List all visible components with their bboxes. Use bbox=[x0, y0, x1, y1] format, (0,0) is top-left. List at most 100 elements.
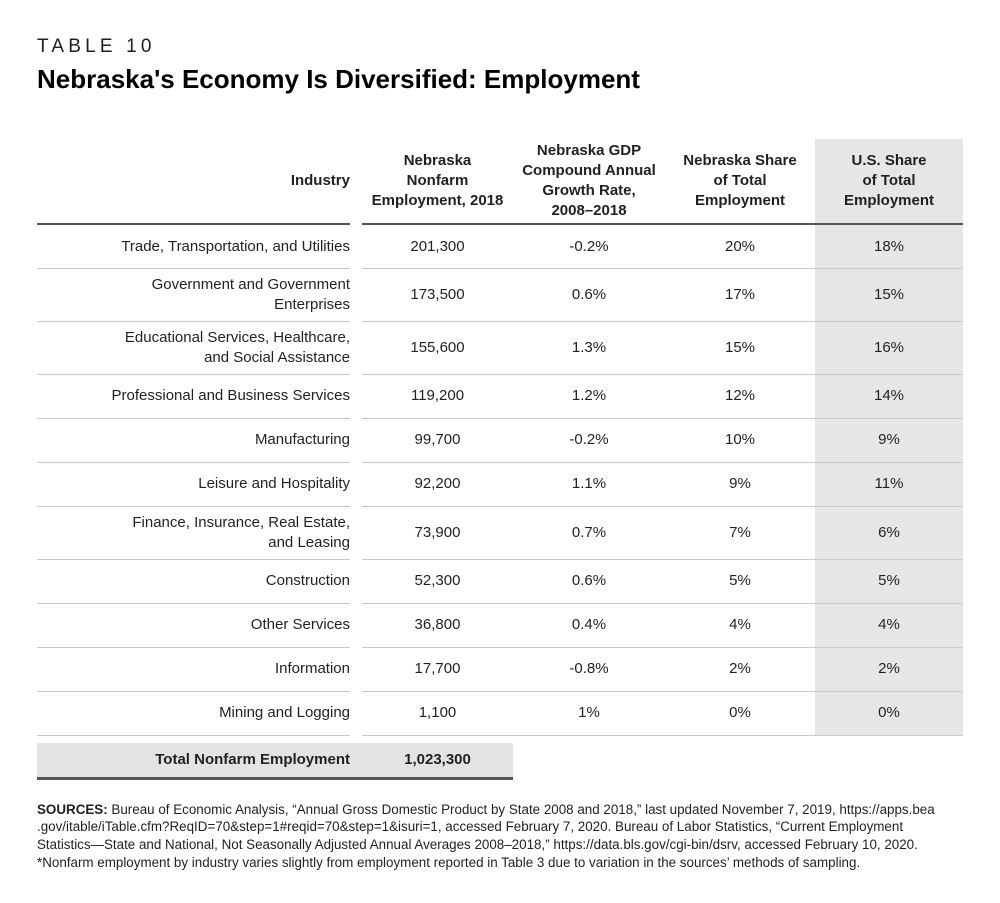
header-cell-industry: Industry bbox=[37, 139, 350, 225]
text-line: Other Services bbox=[250, 616, 350, 634]
employment-cell: 201,300 bbox=[362, 225, 513, 268]
table-row: Trade, Transportation, and Utilities 201,… bbox=[37, 224, 963, 269]
text-line: Leisure and Hospitality bbox=[198, 475, 350, 493]
sources-footnote: SOURCES: Bureau of Economic Analysis, “A… bbox=[37, 801, 973, 872]
text-line: Nonfarm bbox=[406, 172, 469, 190]
employment-cell: 155,600 bbox=[362, 322, 513, 374]
us-share-cell: 16% bbox=[815, 321, 963, 374]
column-gap bbox=[350, 648, 362, 692]
column-gap bbox=[350, 225, 362, 269]
text-line: 7% bbox=[729, 523, 751, 541]
text-line: 15% bbox=[873, 285, 905, 303]
header-data-segment: Nebraska Nonfarm Employment, 2018 Nebraska… bbox=[362, 138, 963, 225]
text-line: Trade, Transportation, and Utilities bbox=[121, 237, 350, 255]
text-line: 201,300 bbox=[410, 237, 465, 255]
text-line: of Total bbox=[862, 172, 916, 190]
row-data-segment: 99,700 -0.2% 10% 9% bbox=[362, 418, 963, 463]
text-line: 2% bbox=[729, 660, 751, 678]
row-data-segment: 92,200 1.1% 9% 11% bbox=[362, 462, 963, 507]
text-line: 15% bbox=[724, 338, 756, 356]
text-line: 99,700 bbox=[414, 431, 461, 449]
ne-share-cell: 20% bbox=[665, 225, 815, 268]
text-line: 17,700 bbox=[414, 660, 461, 678]
text-line: Industry bbox=[290, 172, 350, 190]
table-row: Government and Government Enterprises 173,… bbox=[37, 268, 963, 322]
text-line: 0% bbox=[878, 704, 900, 722]
text-line: Enterprises bbox=[274, 295, 350, 313]
row-data-segment: 119,200 1.2% 12% 14% bbox=[362, 374, 963, 419]
text-line: Manufacturing bbox=[254, 431, 350, 449]
total-value: 1,023,300 bbox=[404, 750, 471, 768]
employment-cell: 119,200 bbox=[362, 375, 513, 418]
row-data-segment: 173,500 0.6% 17% 15% bbox=[362, 268, 963, 322]
header-cell-ne-share: Nebraska Share of Total Employment bbox=[665, 139, 815, 223]
total-row: Total Nonfarm Employment 1,023,300 bbox=[37, 742, 963, 780]
text-line: of Total bbox=[713, 172, 767, 190]
text-line: 4% bbox=[729, 616, 751, 634]
column-gap bbox=[350, 269, 362, 322]
row-data-segment: 155,600 1.3% 15% 16% bbox=[362, 321, 963, 375]
text-line: 52,300 bbox=[414, 572, 461, 590]
ne-share-cell: 10% bbox=[665, 419, 815, 462]
ne-share-cell: 4% bbox=[665, 604, 815, 647]
text-line: 173,500 bbox=[410, 285, 465, 303]
text-line: 0.6% bbox=[571, 572, 607, 590]
growth-rate-cell: 0.6% bbox=[513, 560, 665, 603]
text-line: 73,900 bbox=[414, 523, 461, 541]
text-line: Employment, 2018 bbox=[371, 191, 504, 209]
industry-cell: Educational Services, Healthcare, and Soc… bbox=[37, 322, 350, 375]
text-line: 5% bbox=[729, 572, 751, 590]
row-data-segment: 36,800 0.4% 4% 4% bbox=[362, 603, 963, 648]
ne-share-cell: 12% bbox=[665, 375, 815, 418]
text-line: Nebraska Share bbox=[683, 152, 797, 170]
text-line: Professional and Business Services bbox=[111, 387, 350, 405]
text-line: 155,600 bbox=[410, 338, 465, 356]
header-cell-us-share: U.S. Share of Total Employment bbox=[815, 138, 963, 223]
table-row: Finance, Insurance, Real Estate, and Leas… bbox=[37, 506, 963, 560]
growth-rate-cell: 1% bbox=[513, 692, 665, 735]
text-line: Nebraska GDP bbox=[536, 142, 642, 160]
text-line: 0.4% bbox=[571, 616, 607, 634]
text-line: Employment bbox=[843, 191, 934, 209]
employment-cell: 99,700 bbox=[362, 419, 513, 462]
us-share-cell: 5% bbox=[815, 559, 963, 603]
industry-cell: Other Services bbox=[37, 604, 350, 648]
text-line: 18% bbox=[873, 237, 905, 255]
table-number-label: TABLE 10 bbox=[37, 36, 156, 57]
text-line: Government and Government bbox=[151, 275, 350, 293]
growth-rate-cell: -0.2% bbox=[513, 225, 665, 268]
employment-table: Industry Nebraska Nonfarm Employment, 2018… bbox=[37, 138, 963, 780]
table-header-row: Industry Nebraska Nonfarm Employment, 2018… bbox=[37, 138, 963, 225]
header-cell-nonfarm-employment: Nebraska Nonfarm Employment, 2018 bbox=[362, 139, 513, 223]
employment-cell: 73,900 bbox=[362, 507, 513, 559]
column-gap bbox=[350, 604, 362, 648]
row-data-segment: 201,300 -0.2% 20% 18% bbox=[362, 224, 963, 269]
column-gap bbox=[350, 322, 362, 375]
growth-rate-cell: 1.2% bbox=[513, 375, 665, 418]
column-gap bbox=[350, 139, 362, 225]
growth-rate-cell: -0.2% bbox=[513, 419, 665, 462]
growth-rate-cell: 1.1% bbox=[513, 463, 665, 506]
text-line: and Social Assistance bbox=[204, 348, 350, 366]
table-row: Information 17,700 -0.8% 2% 2% bbox=[37, 647, 963, 692]
text-line: 20% bbox=[724, 237, 756, 255]
text-line: 0.6% bbox=[571, 285, 607, 303]
employment-cell: 36,800 bbox=[362, 604, 513, 647]
text-line: 1.1% bbox=[571, 475, 607, 493]
row-data-segment: 17,700 -0.8% 2% 2% bbox=[362, 647, 963, 692]
us-share-cell: 4% bbox=[815, 603, 963, 647]
text-line: -0.8% bbox=[569, 660, 609, 678]
us-share-cell: 18% bbox=[815, 224, 963, 268]
text-line: -0.2% bbox=[569, 431, 609, 449]
total-label: Total Nonfarm Employment bbox=[155, 750, 350, 768]
ne-share-cell: 2% bbox=[665, 648, 815, 691]
total-row-box: Total Nonfarm Employment 1,023,300 bbox=[37, 742, 513, 780]
text-line: 11% bbox=[874, 475, 904, 493]
us-share-cell: 15% bbox=[815, 268, 963, 321]
text-line: 17% bbox=[724, 285, 756, 303]
employment-cell: 92,200 bbox=[362, 463, 513, 506]
row-data-segment: 1,100 1% 0% 0% bbox=[362, 691, 963, 736]
table-row: Leisure and Hospitality 92,200 1.1% 9% 11% bbox=[37, 462, 963, 507]
text-line: Finance, Insurance, Real Estate, bbox=[132, 513, 350, 531]
column-gap bbox=[350, 375, 362, 419]
